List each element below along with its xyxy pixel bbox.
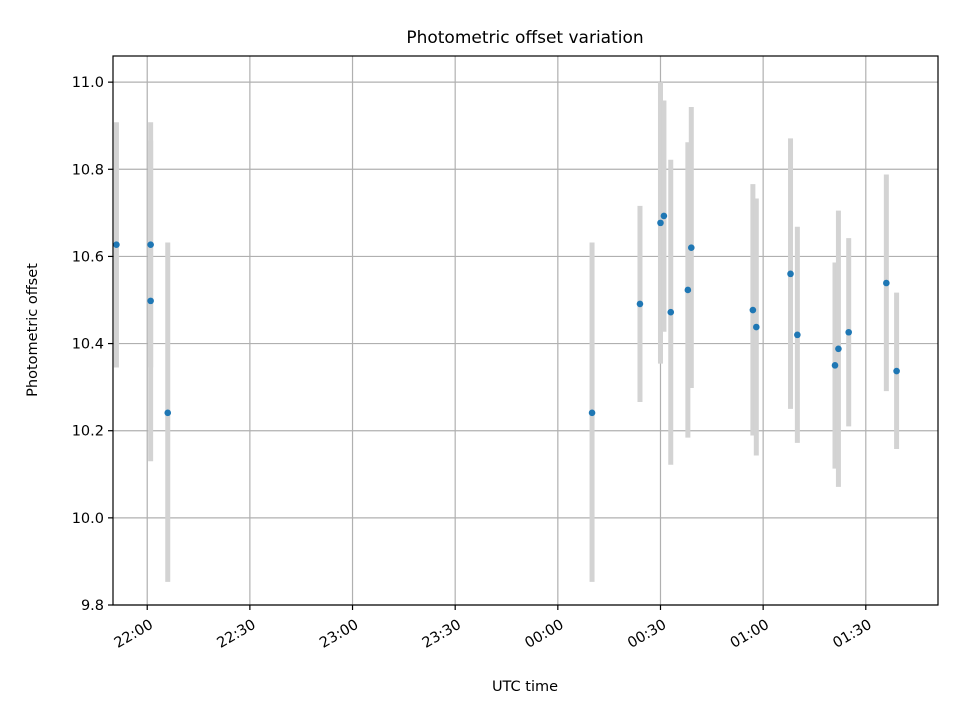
chart-title: Photometric offset variation — [406, 28, 643, 48]
x-tick-label: 22:00 — [112, 617, 156, 652]
x-tick-label: 01:00 — [728, 617, 772, 652]
data-point — [660, 212, 668, 220]
x-tick-label: 00:30 — [625, 617, 669, 652]
x-tick-label: 23:30 — [420, 617, 464, 652]
data-point — [753, 323, 760, 331]
data-points — [113, 212, 900, 417]
y-axis-ticks: 9.8 10.0 10.2 10.4 10.6 10.8 11.0 — [72, 75, 113, 614]
data-point — [147, 241, 154, 248]
x-tick-label: 23:00 — [317, 617, 361, 652]
data-point — [657, 219, 664, 227]
x-tick-label: 00:00 — [522, 617, 566, 652]
data-point — [831, 362, 839, 369]
y-tick-label: 10.6 — [72, 249, 104, 265]
data-point — [636, 300, 644, 308]
error-bars — [113, 82, 900, 582]
data-point — [794, 331, 801, 339]
x-tick-label: 22:30 — [214, 617, 258, 652]
data-point — [883, 279, 890, 287]
y-tick-label: 10.0 — [72, 511, 104, 527]
plot-frame — [112, 55, 939, 606]
y-tick-label: 10.2 — [72, 424, 104, 440]
data-point — [687, 244, 695, 252]
data-point — [164, 409, 172, 417]
x-axis-ticks: 22:00 22:30 23:00 23:30 00:00 00:30 01:00 01:30 — [112, 605, 875, 652]
grid — [113, 56, 938, 606]
x-axis-label: UTC time — [492, 679, 558, 695]
y-tick-label: 10.4 — [72, 337, 104, 353]
y-tick-label: 9.8 — [81, 598, 104, 614]
data-point — [588, 409, 596, 417]
data-point — [845, 328, 852, 336]
data-point — [113, 241, 120, 248]
y-tick-label: 10.8 — [72, 162, 104, 178]
x-tick-label: 01:30 — [830, 617, 874, 652]
data-point — [893, 367, 900, 375]
data-point — [667, 308, 675, 316]
data-point — [684, 286, 692, 294]
y-axis-label: Photometric offset — [25, 263, 41, 397]
data-point — [787, 270, 794, 278]
y-tick-label: 11.0 — [72, 75, 104, 91]
data-point — [147, 297, 154, 305]
data-point — [749, 306, 757, 314]
data-point — [835, 345, 842, 353]
